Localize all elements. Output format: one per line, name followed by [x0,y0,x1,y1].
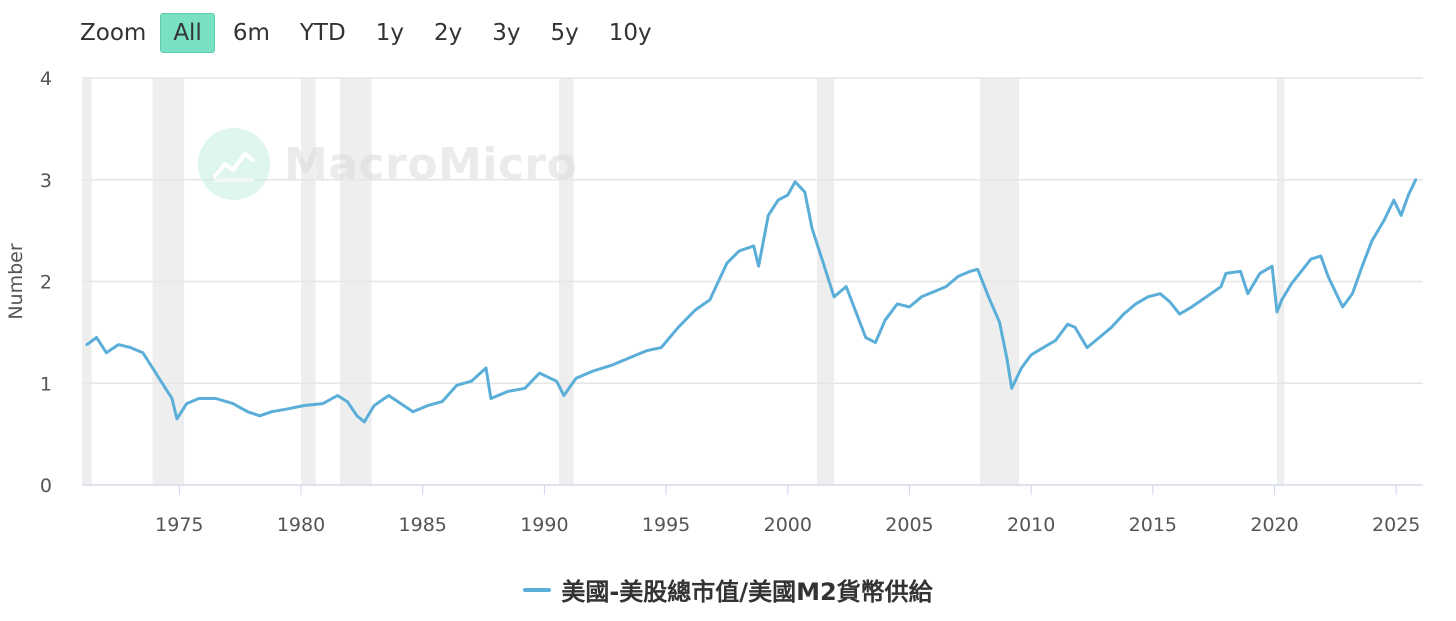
zoom-2y-button[interactable]: 2y [433,20,463,46]
zoom-1y-button[interactable]: 1y [375,20,404,46]
x-tick-label: 2015 [1129,514,1177,536]
zoom-toolbar: Zoom All 6m YTD 1y 2y 3y 5y 10y [80,12,670,54]
watermark: MacroMicro [198,128,577,200]
y-tick-label: 0 [40,475,52,497]
x-tick-label: 1995 [642,514,690,536]
zoom-ytd-button[interactable]: YTD [299,20,346,46]
x-tick-label: 2020 [1250,514,1298,536]
legend-label: 美國-美股總市值/美國M2貨幣供給 [561,578,933,606]
x-tick-label: 1990 [520,514,568,536]
x-tick-label: 2025 [1372,514,1420,536]
y-axis-title: Number [5,243,27,320]
zoom-all-button[interactable]: All [160,13,215,53]
watermark-text: MacroMicro [284,138,578,190]
x-tick-label: 2005 [885,514,933,536]
legend-swatch [523,587,552,592]
series-layer [85,178,1418,424]
x-axis: 1975 1980 1985 1990 1995 2000 2005 2010 2015 2020… [82,484,1423,536]
y-tick-label: 2 [40,272,52,294]
zoom-label: Zoom [80,20,147,46]
x-tick-label: 2010 [1007,514,1055,536]
series-line-0 [85,178,1418,424]
y-tick-label: 3 [40,170,52,192]
zoom-5y-button[interactable]: 5y [550,20,579,46]
x-tick-label: 1980 [277,514,325,536]
x-tick-label: 1985 [399,514,447,536]
chart-legend[interactable]: 美國-美股總市值/美國M2貨幣供給 [0,572,1456,607]
x-tick-label: 2000 [764,514,812,536]
chart-trend-icon [198,128,270,200]
y-axis: 0 1 2 3 4 [40,68,52,497]
y-tick-label: 1 [40,373,52,395]
x-tick-label: 1975 [155,514,203,536]
zoom-10y-button[interactable]: 10y [608,20,652,46]
y-tick-label: 4 [40,68,52,90]
zoom-6m-button[interactable]: 6m [232,20,270,46]
zoom-3y-button[interactable]: 3y [492,20,521,46]
